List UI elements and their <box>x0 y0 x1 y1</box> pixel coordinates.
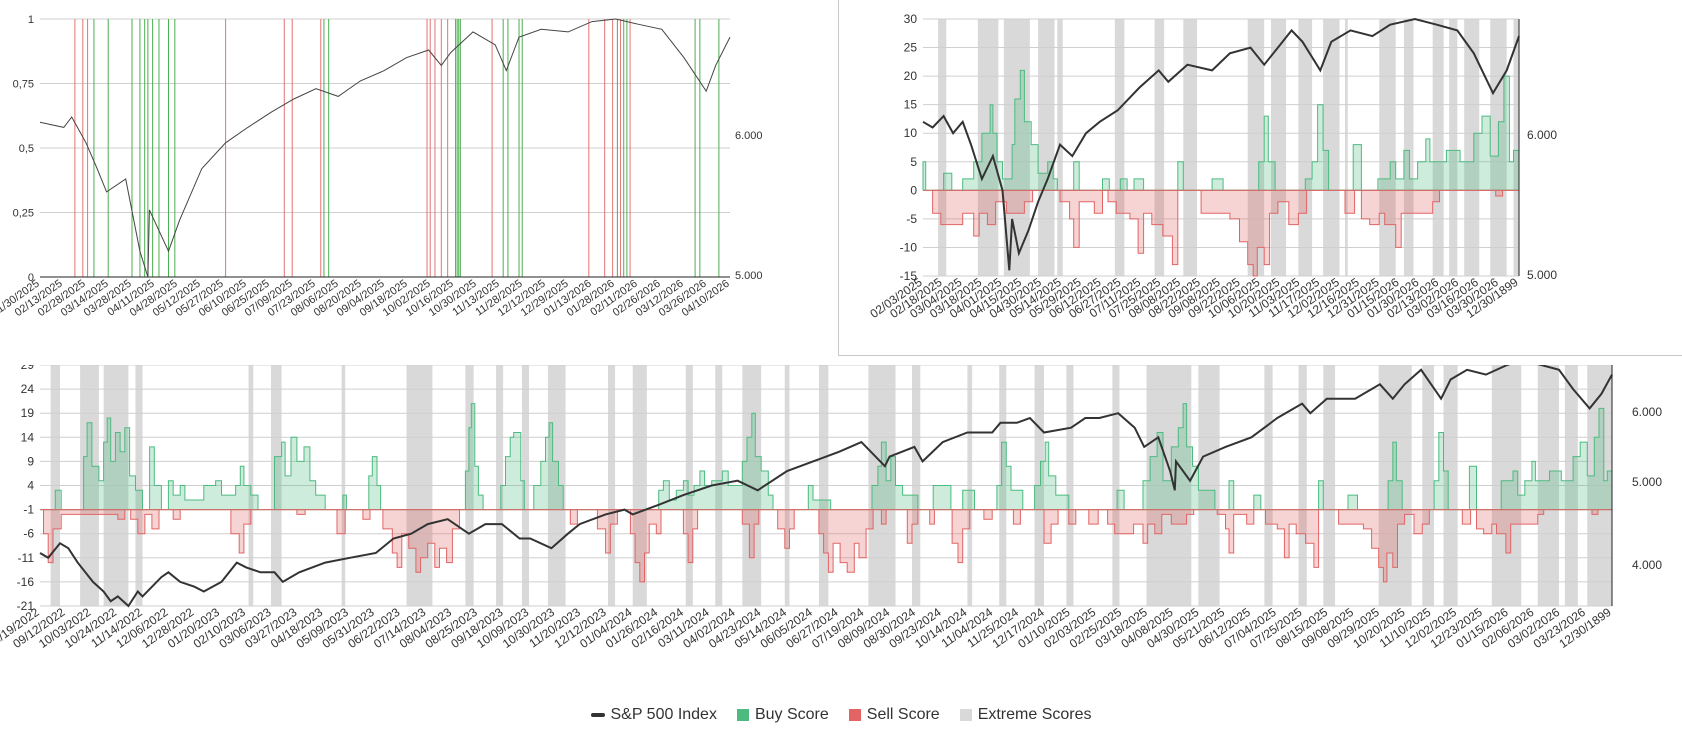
y-tick-label: -10 <box>900 240 918 254</box>
right-axis-label: 6.000 <box>1527 128 1557 142</box>
extreme-score-band <box>1154 19 1165 276</box>
recent-score-chart: -15-10-505101520253002/03/202502/18/2025… <box>867 12 1557 321</box>
legend-item-extreme[interactable]: Extreme Scores <box>959 706 1092 724</box>
y-tick-label: 29 <box>21 365 35 372</box>
y-tick-label: 0,5 <box>19 143 34 155</box>
legend-label: Extreme Scores <box>977 706 1092 723</box>
extreme-score-band <box>1271 19 1287 276</box>
extreme-score-band <box>1247 19 1265 276</box>
full-score-chart-panel: -21 -16 -11 -6 -1 4 9 14 19 24 29 08/19/2022 09/12/2… <box>0 365 1682 700</box>
y-tick-label: 25 <box>904 41 918 55</box>
sp500-line <box>39 365 1613 608</box>
y-tick-label: -15 <box>900 269 918 283</box>
y-tick-label: 15 <box>904 98 918 112</box>
y-tick-label: 1 <box>28 14 34 26</box>
extreme-score-band <box>1379 19 1396 276</box>
legend-item-sell[interactable]: Sell Score <box>848 706 940 724</box>
extreme-score-band <box>1323 19 1340 276</box>
full-score-chart: -21-16-11-6-1491419242908/19/202209/12/2… <box>0 365 1662 651</box>
extreme-score-band <box>1038 19 1055 276</box>
legend-item-buy[interactable]: Buy Score <box>736 706 829 724</box>
y-tick-label: -16 <box>17 575 35 589</box>
y-tick-label: 0 <box>910 183 917 197</box>
line-swatch-icon <box>590 713 605 717</box>
y-tick-label: 0 <box>28 272 34 284</box>
normalized-index-line <box>39 18 731 278</box>
right-axis-label: 4.000 <box>1632 558 1662 572</box>
signal-chart: 00,250,50,75101/30/202502/13/202502/28/2… <box>0 14 763 319</box>
y-tick-label: -11 <box>18 551 35 565</box>
right-axis-label: 5.000 <box>1527 268 1557 282</box>
extreme-score-band <box>1298 19 1313 276</box>
legend-label: Sell Score <box>866 706 940 723</box>
extreme-score-band <box>1513 19 1519 276</box>
y-tick-label: -6 <box>23 527 34 541</box>
extreme-score-band <box>1003 19 1030 276</box>
legend-label: Buy Score <box>754 706 829 723</box>
legend-label: S&P 500 Index <box>610 706 717 723</box>
extreme-score-band <box>1464 19 1480 276</box>
extreme-score-band <box>1432 19 1444 276</box>
y-tick-label: 0,25 <box>13 208 34 220</box>
y-tick-label: 9 <box>27 454 34 468</box>
y-tick-label: 0,75 <box>13 79 34 91</box>
y-tick-label: 19 <box>21 406 35 420</box>
y-tick-label: -5 <box>906 212 917 226</box>
extreme-score-band <box>1183 19 1198 276</box>
y-tick-label: 20 <box>904 69 918 83</box>
y-tick-label: 4 <box>27 479 34 493</box>
extreme-score-band <box>977 19 999 276</box>
sell-score-area <box>43 509 1612 583</box>
y-tick-label: 24 <box>21 382 35 396</box>
recent-score-chart-panel: -15 -10 -5 0 5 10 15 20 25 30 02/03/2025 02/18/2025… <box>838 0 1682 356</box>
square-swatch-icon <box>848 709 861 721</box>
y-tick-label: -1 <box>23 503 34 517</box>
y-tick-label: -21 <box>17 599 35 613</box>
extreme-score-band <box>1344 19 1348 276</box>
extreme-score-band <box>1449 19 1458 276</box>
square-swatch-icon <box>959 709 972 721</box>
sell-score-area <box>932 189 1519 277</box>
extreme-score-band <box>1403 19 1414 276</box>
square-swatch-icon <box>736 709 749 721</box>
legend-item-sp500[interactable]: S&P 500 Index <box>590 706 717 724</box>
right-axis-label: 5.000 <box>735 270 763 282</box>
y-tick-label: 14 <box>21 430 35 444</box>
right-axis-label: 6.000 <box>735 130 763 142</box>
signal-chart-panel: 0 0,25 0,5 0,75 1 01/30/2025 02/13/2025 02/28/2… <box>0 0 840 320</box>
y-tick-label: 30 <box>904 12 918 26</box>
right-axis-label: 6.000 <box>1632 405 1662 419</box>
sp500-line <box>922 17 1520 271</box>
right-axis-label: 5.000 <box>1632 475 1662 489</box>
extreme-score-band <box>1114 19 1125 276</box>
y-tick-label: 5 <box>910 155 917 169</box>
chart-legend: S&P 500 Index Buy Score Sell Score Extre… <box>0 702 1682 728</box>
y-tick-label: 10 <box>904 126 918 140</box>
extreme-score-band <box>938 19 947 276</box>
